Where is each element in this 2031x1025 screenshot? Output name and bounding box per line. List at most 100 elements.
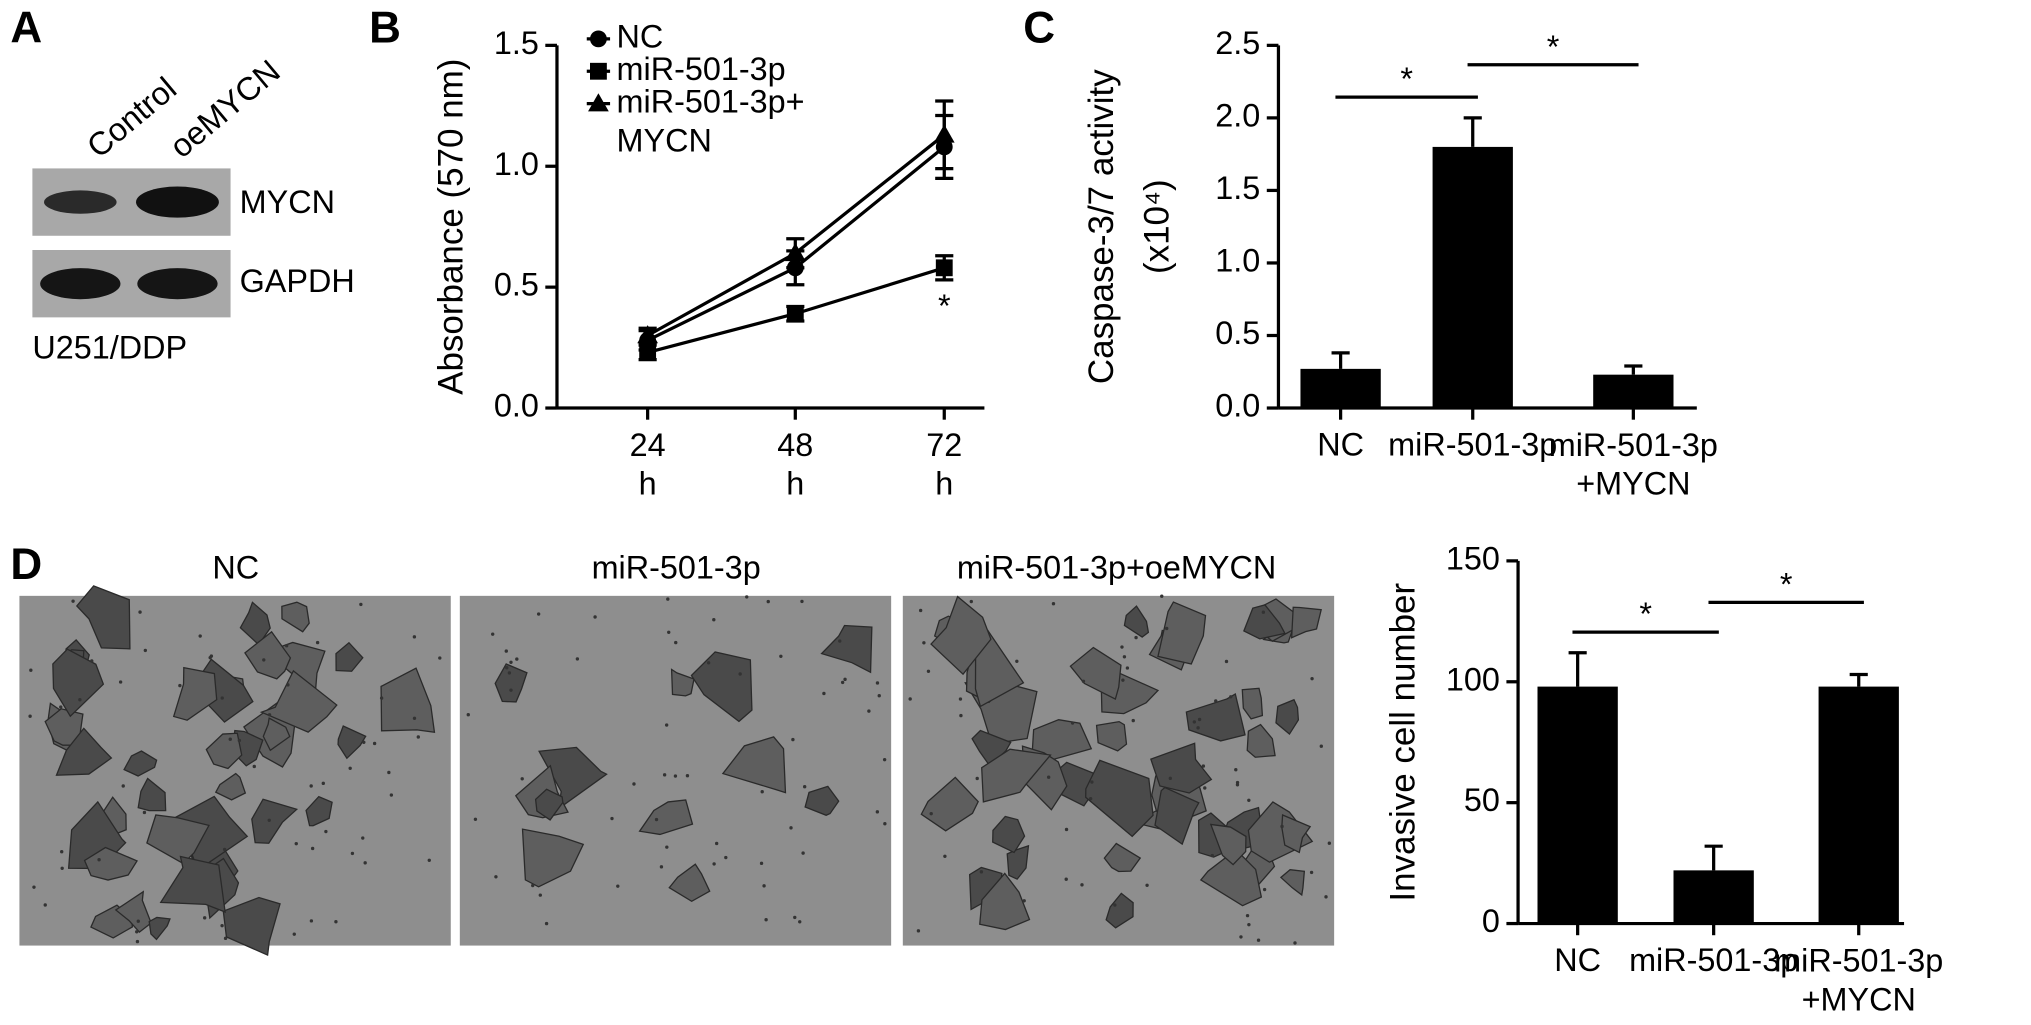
- pore: [926, 669, 931, 673]
- pore: [766, 599, 770, 604]
- pore: [706, 661, 711, 665]
- cell: [305, 795, 333, 827]
- pore: [1051, 602, 1056, 606]
- pore: [1122, 655, 1127, 659]
- pore: [1247, 798, 1251, 802]
- cell: [721, 736, 787, 794]
- pore: [71, 599, 75, 603]
- cell: [1241, 687, 1264, 720]
- pore: [321, 781, 325, 786]
- pore: [348, 766, 352, 770]
- cell: [137, 777, 167, 812]
- cell: [214, 772, 247, 801]
- pore: [220, 923, 224, 928]
- pore: [536, 612, 541, 616]
- cell: [1069, 646, 1122, 701]
- cell: [1157, 601, 1207, 665]
- pore: [1022, 899, 1026, 903]
- pore: [1261, 610, 1266, 614]
- pore: [798, 920, 802, 924]
- pore: [359, 602, 363, 607]
- cell: [52, 648, 105, 718]
- pore: [60, 866, 64, 870]
- pore: [593, 615, 597, 619]
- pore: [60, 850, 64, 854]
- lane-label: Control: [80, 70, 183, 165]
- pore: [1197, 717, 1202, 722]
- pore: [712, 862, 716, 866]
- x-tick-label: NC: [1317, 426, 1364, 462]
- row-label: MYCN: [240, 184, 335, 220]
- pore: [294, 841, 298, 846]
- y-tick-label: 2.5: [1215, 25, 1260, 61]
- y-axis-label: Caspase-3/7 activity: [1082, 69, 1121, 384]
- pore: [1192, 720, 1197, 724]
- pore: [507, 671, 512, 675]
- pore: [958, 697, 963, 701]
- pore: [908, 697, 912, 701]
- pore: [315, 640, 320, 645]
- pore: [969, 599, 973, 604]
- pore: [1088, 796, 1093, 801]
- cell: [114, 890, 152, 933]
- pore: [738, 672, 742, 676]
- row-label: GAPDH: [240, 263, 355, 299]
- pore: [59, 705, 63, 709]
- pore: [665, 845, 669, 849]
- micrograph-title: miR-501-3p+oeMYCN: [957, 549, 1276, 585]
- pore: [877, 694, 881, 698]
- pore: [1324, 895, 1328, 899]
- marker: [637, 325, 659, 344]
- pore: [178, 683, 182, 688]
- cell: [1103, 842, 1142, 873]
- error-bar: [1331, 351, 1350, 369]
- pore: [1046, 775, 1051, 779]
- pore: [922, 641, 926, 645]
- cell: [83, 846, 138, 881]
- pore: [427, 858, 431, 862]
- pore: [143, 648, 148, 653]
- x-tick-label: miR-501-3p +MYCN: [1549, 426, 1718, 501]
- cell: [1185, 693, 1246, 742]
- pore: [1327, 841, 1332, 845]
- cell: [172, 666, 218, 721]
- y-axis-label: (x10⁴): [1138, 179, 1177, 274]
- pore: [1015, 659, 1019, 663]
- pore: [1245, 913, 1250, 918]
- pore: [712, 618, 716, 622]
- pore: [223, 936, 228, 941]
- cell: [251, 798, 299, 844]
- pore: [1210, 853, 1214, 858]
- pore: [32, 885, 36, 889]
- panel-letter: C: [1023, 4, 1055, 53]
- pore: [724, 855, 728, 860]
- pore: [1120, 645, 1124, 649]
- pore: [979, 870, 984, 874]
- pore: [284, 644, 289, 648]
- significance-label: *: [1639, 596, 1652, 632]
- chart: C Caspase-3/7 activity (x10⁴) 0.0 0.5 1.0 1.5 2…: [1023, 4, 1718, 502]
- pore: [659, 865, 664, 869]
- pore: [28, 714, 32, 718]
- pore: [350, 851, 355, 856]
- x-tick-label: miR-501-3p: [1629, 942, 1798, 978]
- pore: [138, 610, 142, 614]
- pore: [1234, 768, 1238, 772]
- pore: [1134, 635, 1138, 640]
- blot-image: [32, 168, 231, 318]
- error-bar: [1463, 116, 1482, 147]
- pore: [1293, 941, 1297, 945]
- pore: [222, 847, 227, 852]
- cell: [281, 601, 310, 633]
- cell: [1199, 848, 1263, 907]
- cell: [1095, 720, 1128, 752]
- marker: [784, 242, 806, 262]
- y-tick-label: 150: [1446, 540, 1500, 576]
- pore: [654, 817, 659, 822]
- marker: [590, 30, 607, 48]
- pore: [310, 846, 315, 851]
- pore: [372, 741, 377, 746]
- pore: [1081, 679, 1086, 683]
- pore: [362, 740, 366, 744]
